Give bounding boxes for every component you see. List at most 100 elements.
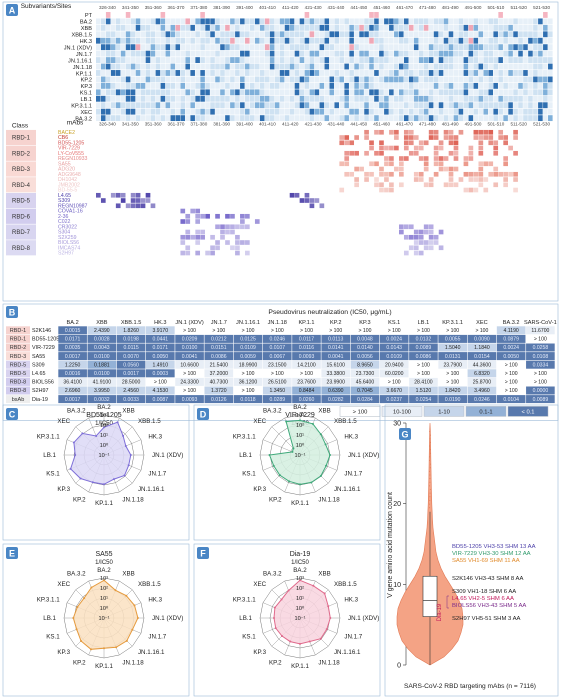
mutation-cell [155,70,161,76]
mutation-cell [438,37,444,44]
mutation-cell [105,24,111,31]
radar-point [310,481,313,484]
escape-cell [498,129,504,135]
mutation-cell [543,44,548,51]
mutation-cell [413,18,419,25]
table-cell [87,360,117,369]
escape-cell [448,182,454,188]
radar-tick-label: 10² [100,586,108,592]
mutation-cell [230,76,235,83]
mutation-cell [165,44,171,51]
table-cell-value: 25.8700 [473,380,492,386]
mutation-cell [110,31,116,38]
escape-cell [344,150,350,156]
escape-cell [220,229,225,235]
mutation-cell [170,12,176,18]
mutation-cell [264,76,270,83]
mutation-cell [195,37,200,44]
mutation-cell [379,63,384,70]
table-cell-value: 0.0017 [65,397,81,403]
mab-label: S2H97 [58,251,74,257]
escape-cell [185,250,191,256]
mutation-cell [279,37,285,44]
mutation-cell [523,95,528,102]
radar-axis-label: LB.1 [43,615,56,622]
table-cell-value: 0.0141 [328,345,344,351]
mutation-cell [150,31,156,38]
mutation-cell [379,57,384,63]
mutation-cell [225,108,230,115]
radar-point [289,640,292,643]
radar-title: SA55 [95,551,112,558]
mutation-cell [175,37,181,44]
mutation-cell [468,57,474,63]
table-cell [87,395,117,404]
mutation-cell [364,102,369,109]
mab-label: 2-36 [58,214,68,220]
mutation-cell [354,108,359,115]
site-range-label-mid: 481-490 [442,122,459,127]
escape-cell [418,140,424,146]
mutation-cell [548,95,553,102]
mutation-cell [140,12,146,18]
table-cell [467,326,497,335]
mutation-cell [364,89,369,96]
radar-frame [193,543,381,697]
mutation-cell [379,102,384,109]
violin-outlier [429,489,431,491]
mutation-cell [408,82,414,89]
radar-axis-label: HK.3 [344,597,358,604]
table-cell-value: 0.0035 [65,345,81,351]
table-column-header: JN.1.16.1 [236,320,260,326]
site-range-label-mid: 361-370 [168,122,185,127]
mutation-cell [408,76,414,83]
escape-cell [453,150,459,156]
mutation-cell [125,24,131,31]
mutation-cell [334,44,340,51]
mutation-cell [220,95,225,102]
table-cell [292,377,321,386]
mutation-cell [215,12,220,18]
mutation-cell [498,37,503,44]
mutation-cell [369,108,374,115]
mutation-cell [135,31,141,38]
table-cell [233,377,263,386]
escape-cell [478,135,484,140]
mutation-cell [254,95,260,102]
mutation-cell [329,18,335,25]
mutation-cell [349,82,354,89]
table-class-cell [6,360,30,369]
mutation-cell [135,70,141,76]
table-cell [467,352,497,361]
mutation-cell [185,50,190,57]
escape-cell [374,161,379,167]
mutation-cell [394,31,399,38]
mutation-cell [408,95,414,102]
mutation-cell [160,102,166,109]
mutation-cell [453,24,459,31]
mutation-cell [478,37,484,44]
table-cell [87,326,117,335]
mutation-cell [513,115,518,122]
mutation-cell [314,70,320,76]
mutation-cell [513,12,518,18]
class-label: RBD-1 [12,136,31,142]
mutation-cell [523,82,528,89]
mutation-cell [279,95,285,102]
panel-a-frame [2,1,559,302]
escape-cell [384,161,389,167]
mutation-cell [344,37,349,44]
mutation-cell [135,102,141,109]
radar-point [90,586,93,589]
mutation-cell [473,12,479,18]
escape-cell [235,224,240,230]
radar-tick-label: 10² [296,586,304,592]
mutation-cell [528,63,533,70]
mutation-cell [523,102,528,109]
mutation-cell [379,44,384,51]
mutation-cell [319,70,325,76]
mutation-cell [423,57,429,63]
violin-outlier [429,492,431,494]
mutation-cell [205,18,210,25]
mutation-cell [200,70,205,76]
